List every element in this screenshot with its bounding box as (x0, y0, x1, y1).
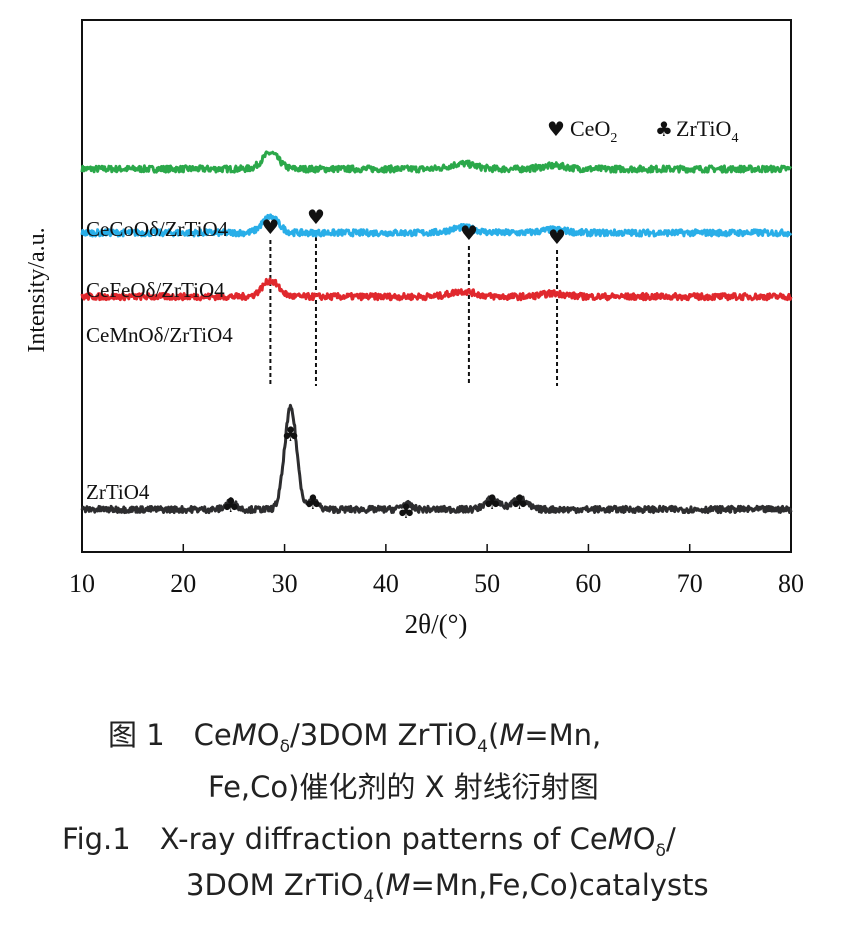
zrtio4-club-marker: ♣ (483, 490, 501, 514)
zrtio4-club-marker: ♣ (511, 490, 529, 514)
legend-label-zrtio4: ZrTiO4 (676, 116, 738, 146)
ceo2-heart-marker: ♥ (261, 215, 279, 239)
series-label: CeFeOδ/ZrTiO4 (86, 278, 225, 302)
x-tick-label: 80 (778, 569, 804, 598)
x-tick-label: 50 (474, 569, 500, 598)
series-labels: CeCoOδ/ZrTiO4 CeFeOδ/ZrTiO4 CeMnOδ/ZrTiO4 Z… (86, 217, 233, 504)
caption-cn-line2: Fe,Co)催化剂的 X 射线衍射图 (208, 770, 599, 804)
series-line (80, 403, 793, 515)
plot-frame (81, 19, 792, 553)
x-tick-label: 10 (69, 569, 95, 598)
x-tick-label: 30 (272, 569, 298, 598)
legend-club-icon: ♣ (655, 117, 673, 141)
ceo2-guide-lines (269, 230, 559, 386)
legend-label-ceo2: CeO2 (570, 116, 617, 146)
x-tick-label: 60 (575, 569, 601, 598)
caption-cn-line1: 图 1 CeMOδ/3DOM ZrTiO4(M=Mn, (108, 718, 602, 757)
x-axis-ticks: 10 20 30 40 50 60 70 80 (69, 544, 804, 598)
x-tick-label: 70 (677, 569, 703, 598)
ceo2-heart-marker: ♥ (307, 205, 325, 229)
zrtio4-club-marker: ♣ (282, 422, 300, 446)
ceo2-heart-marker: ♥ (460, 221, 478, 245)
series-line (80, 150, 793, 174)
series-label: CeCoOδ/ZrTiO4 (86, 217, 229, 241)
x-axis-label-text: 2θ/(°) (405, 609, 468, 639)
peak-markers: ♥ ♥ ♥ ♥ ♣ ♣ ♣ ♣ ♣ ♣ (222, 205, 566, 523)
zrtio4-club-marker: ♣ (397, 499, 415, 523)
series-label: CeMnOδ/ZrTiO4 (86, 323, 233, 347)
legend-heart-icon: ♥ (547, 117, 565, 141)
xrd-traces (80, 150, 793, 515)
x-axis-label: 2θ/(°) (405, 609, 468, 639)
xrd-chart: 10 20 30 40 50 60 70 80 ♥ ♥ ♥ ♥ ♣ ♣ ♣ ♣ ♣ ♣ CeCoOδ/ZrTiO… (24, 19, 804, 639)
caption-en-line1: Fig.1 X-ray diffraction patterns of CeMO… (62, 822, 676, 861)
x-tick-label: 20 (170, 569, 196, 598)
x-tick-label: 40 (373, 569, 399, 598)
series-line (80, 277, 793, 302)
caption-en-line2: 3DOM ZrTiO4(M=Mn,Fe,Co)catalysts (186, 868, 709, 907)
y-axis-label: Intensity/a.u. (24, 227, 50, 352)
series-line (80, 213, 793, 238)
legend: ♥ CeO2 ♣ ZrTiO4 (547, 116, 738, 146)
zrtio4-club-marker: ♣ (222, 493, 240, 517)
series-label: ZrTiO4 (86, 480, 150, 504)
ceo2-heart-marker: ♥ (548, 225, 566, 249)
zrtio4-club-marker: ♣ (304, 490, 322, 514)
